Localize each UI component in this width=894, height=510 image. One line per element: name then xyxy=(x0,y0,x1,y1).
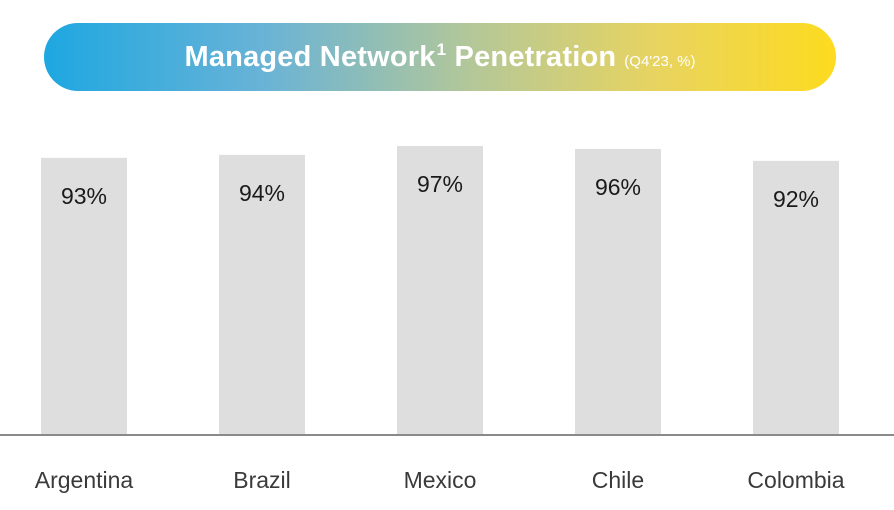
category-label: Colombia xyxy=(747,467,844,493)
bar-brazil xyxy=(219,154,305,435)
chart-title: Managed Network1 Penetration xyxy=(184,39,617,73)
category-label: Chile xyxy=(592,467,644,493)
chart-title-banner: Managed Network1 Penetration (Q4'23, %) xyxy=(44,23,836,91)
title-footnote-marker: 1 xyxy=(436,39,447,59)
data-label: 94% xyxy=(239,180,285,206)
data-label: 93% xyxy=(61,183,107,209)
category-label: Mexico xyxy=(404,467,477,493)
data-label: 92% xyxy=(773,186,819,212)
category-label: Argentina xyxy=(35,467,134,493)
bar-argentina xyxy=(41,157,127,436)
data-label: 96% xyxy=(595,174,641,200)
data-label: 97% xyxy=(417,171,463,197)
category-label: Brazil xyxy=(233,467,291,493)
bar-chile xyxy=(575,148,661,436)
bar-colombia xyxy=(753,160,839,435)
chart-subtitle: (Q4'23, %) xyxy=(624,52,696,70)
bar-mexico xyxy=(397,145,483,435)
